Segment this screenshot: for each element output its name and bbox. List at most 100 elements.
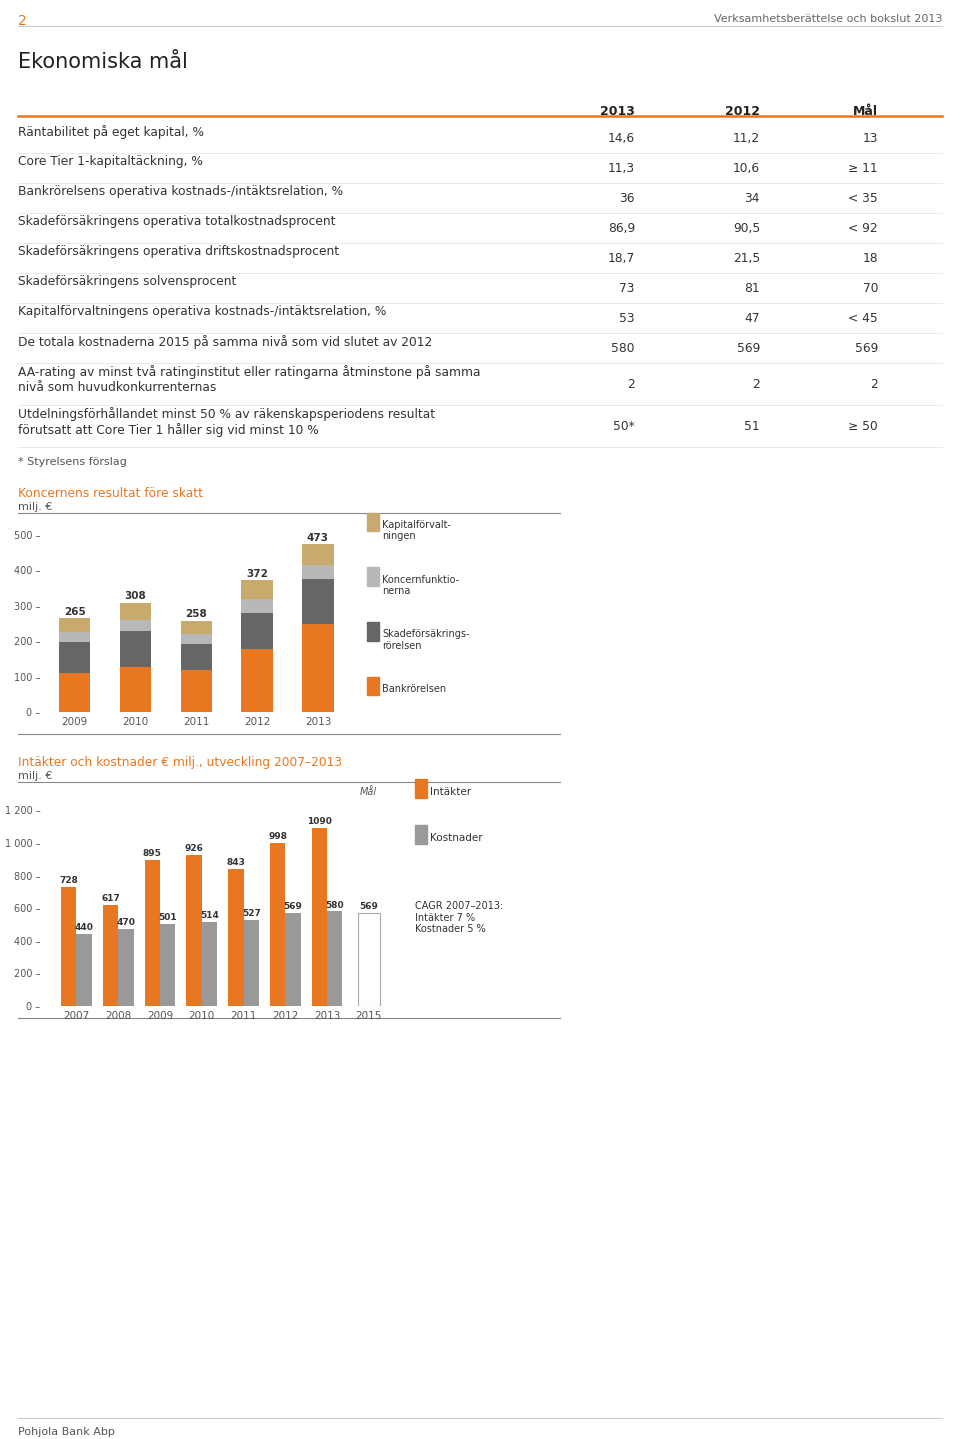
Text: 501: 501: [158, 914, 177, 922]
Bar: [160, 924, 176, 1006]
Text: 53: 53: [619, 312, 635, 325]
Text: < 92: < 92: [849, 222, 878, 235]
Text: 18,7: 18,7: [608, 252, 635, 265]
Text: 2013: 2013: [600, 105, 635, 118]
Text: 70: 70: [862, 282, 878, 295]
Text: De totala kostnaderna 2015 på samma nivå som vid slutet av 2012: De totala kostnaderna 2015 på samma nivå…: [18, 335, 432, 350]
Text: 2: 2: [753, 378, 760, 391]
Text: 36: 36: [619, 191, 635, 204]
Text: 51: 51: [744, 420, 760, 433]
Bar: [120, 632, 152, 666]
Text: Kapitalförvalt-
ningen: Kapitalförvalt- ningen: [382, 519, 451, 541]
Text: Bankrörelsens operativa kostnads-/intäktsrelation, %: Bankrörelsens operativa kostnads-/intäkt…: [18, 186, 343, 199]
Text: Verksamhetsberättelse och bokslut 2013: Verksamhetsberättelse och bokslut 2013: [713, 14, 942, 24]
Bar: [103, 905, 118, 1006]
Text: milj. €: milj. €: [18, 771, 53, 781]
Text: 18: 18: [862, 252, 878, 265]
Text: 569: 569: [283, 902, 302, 911]
Text: 895: 895: [143, 849, 161, 858]
Text: 473: 473: [307, 532, 329, 543]
Bar: [145, 861, 160, 1006]
Bar: [241, 613, 273, 649]
Bar: [228, 869, 244, 1006]
Text: Mål: Mål: [360, 787, 377, 797]
Text: Skadeförsäkringens operativa totalkostnadsprocent: Skadeförsäkringens operativa totalkostna…: [18, 214, 335, 227]
Text: Intäkter och kostnader € milj., utveckling 2007–2013: Intäkter och kostnader € milj., utveckli…: [18, 755, 342, 768]
Bar: [180, 671, 212, 712]
Bar: [59, 642, 90, 673]
Text: 728: 728: [60, 876, 78, 885]
Bar: [241, 580, 273, 599]
Text: Intäkter: Intäkter: [430, 787, 471, 797]
Text: AA-rating av minst två ratinginstitut eller ratingarna åtminstone på samma
nivå : AA-rating av minst två ratinginstitut el…: [18, 366, 481, 394]
Text: 11,3: 11,3: [608, 163, 635, 176]
Text: 90,5: 90,5: [732, 222, 760, 235]
Text: 47: 47: [745, 312, 760, 325]
Text: 998: 998: [268, 832, 287, 842]
Text: Core Tier 1-kapitaltäckning, %: Core Tier 1-kapitaltäckning, %: [18, 155, 203, 168]
Text: 514: 514: [200, 911, 219, 921]
Text: 470: 470: [116, 918, 135, 928]
Bar: [358, 914, 379, 1006]
Text: 50*: 50*: [613, 420, 635, 433]
Text: 580: 580: [612, 342, 635, 355]
Bar: [302, 566, 334, 578]
Bar: [59, 617, 90, 632]
Text: 13: 13: [862, 132, 878, 145]
Text: Mål: Mål: [853, 105, 878, 118]
Bar: [186, 855, 202, 1006]
Bar: [59, 673, 90, 712]
Text: 81: 81: [744, 282, 760, 295]
Text: 1090: 1090: [307, 817, 332, 826]
Text: 569: 569: [359, 902, 378, 911]
Text: * Styrelsens förslag: * Styrelsens förslag: [18, 458, 127, 468]
Text: Koncernens resultat före skatt: Koncernens resultat före skatt: [18, 486, 203, 499]
Text: 258: 258: [185, 609, 207, 619]
Text: Skadeförsäkringens solvensprocent: Skadeförsäkringens solvensprocent: [18, 275, 236, 288]
Text: 73: 73: [619, 282, 635, 295]
Bar: [202, 922, 217, 1006]
Bar: [312, 829, 327, 1006]
Bar: [302, 625, 334, 712]
Text: ≥ 11: ≥ 11: [849, 163, 878, 176]
Text: 2: 2: [18, 14, 27, 27]
Text: Koncernfunktio-
nerna: Koncernfunktio- nerna: [382, 574, 459, 596]
Text: 617: 617: [101, 895, 120, 904]
Text: 372: 372: [246, 568, 268, 578]
Text: 265: 265: [63, 607, 85, 617]
Text: 843: 843: [227, 858, 245, 866]
Text: Pohjola Bank Abp: Pohjola Bank Abp: [18, 1427, 115, 1438]
Text: 2: 2: [627, 378, 635, 391]
Bar: [241, 649, 273, 712]
Text: 926: 926: [184, 845, 204, 853]
Text: 440: 440: [75, 924, 94, 932]
Bar: [59, 632, 90, 642]
Text: 86,9: 86,9: [608, 222, 635, 235]
Text: 2012: 2012: [725, 105, 760, 118]
Text: 308: 308: [125, 591, 146, 602]
Bar: [77, 934, 92, 1006]
Text: < 35: < 35: [849, 191, 878, 204]
Text: 21,5: 21,5: [732, 252, 760, 265]
Text: 2: 2: [871, 378, 878, 391]
Bar: [302, 578, 334, 625]
Bar: [285, 914, 300, 1006]
Bar: [61, 888, 77, 1006]
Text: 569: 569: [736, 342, 760, 355]
Text: Utdelningsförhållandet minst 50 % av räkenskapsperiodens resultat
förutsatt att : Utdelningsförhållandet minst 50 % av räk…: [18, 407, 435, 437]
Bar: [327, 911, 343, 1006]
Text: milj. €: milj. €: [18, 502, 53, 512]
Text: Kapitalförvaltningens operativa kostnads-/intäktsrelation, %: Kapitalförvaltningens operativa kostnads…: [18, 305, 386, 318]
Bar: [120, 603, 152, 620]
Bar: [180, 643, 212, 671]
Text: Bankrörelsen: Bankrörelsen: [382, 684, 446, 694]
Text: CAGR 2007–2013:
Intäkter 7 %
Kostnader 5 %: CAGR 2007–2013: Intäkter 7 % Kostnader 5…: [415, 901, 503, 934]
Text: 527: 527: [242, 909, 261, 918]
Text: ≥ 50: ≥ 50: [849, 420, 878, 433]
Text: 10,6: 10,6: [732, 163, 760, 176]
Bar: [244, 920, 259, 1006]
Text: Skadeförsäkrings-
rörelsen: Skadeförsäkrings- rörelsen: [382, 629, 469, 650]
Text: 569: 569: [854, 342, 878, 355]
Text: Kostnader: Kostnader: [430, 833, 483, 843]
Bar: [241, 599, 273, 613]
